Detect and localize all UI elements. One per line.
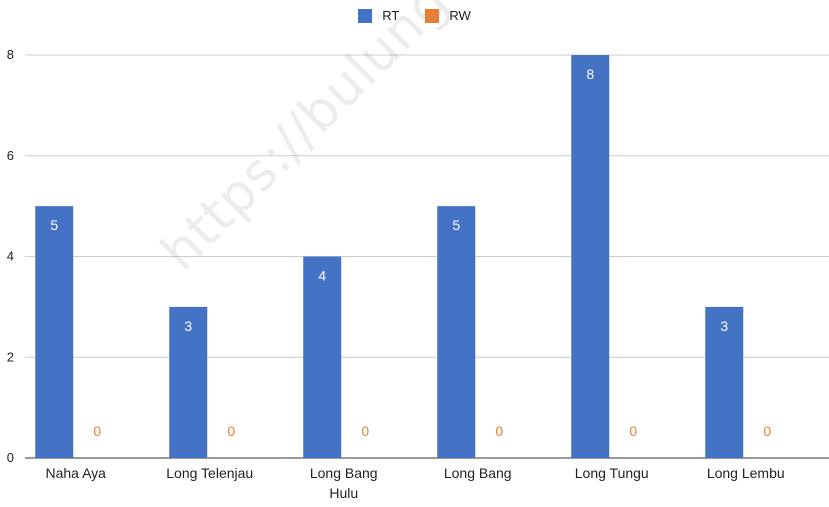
bar-rt <box>35 206 74 458</box>
data-label-rw: 0 <box>495 423 503 439</box>
data-label-rt: 4 <box>318 268 326 284</box>
legend-item-rw: RW <box>425 8 471 23</box>
x-tick-label: Long Bang <box>310 465 378 481</box>
legend-swatch-rt <box>358 8 373 23</box>
x-tick-label: Long Bang <box>444 465 512 481</box>
bar-rt <box>169 306 208 458</box>
legend-swatch-rw <box>425 8 440 23</box>
data-label-rw: 0 <box>93 423 101 439</box>
y-tick-label: 8 <box>7 47 14 62</box>
data-label-rt: 3 <box>184 318 192 334</box>
x-tick-label: Long Lembu <box>707 465 785 481</box>
bar-rt <box>303 256 342 458</box>
x-tick-label: Naha Aya <box>46 465 107 481</box>
x-tick-label: Hulu <box>329 485 358 501</box>
data-label-rt: 5 <box>452 217 460 233</box>
legend-label-rt: RT <box>382 8 400 23</box>
legend-item-rt: RT <box>358 8 399 23</box>
data-label-rw: 0 <box>629 423 637 439</box>
data-label-rt: 8 <box>586 66 594 82</box>
y-tick-label: 4 <box>7 249 14 264</box>
legend-label-rw: RW <box>449 8 471 23</box>
x-tick-label: Long Telenjau <box>166 465 253 481</box>
chart-legend: RT RW <box>0 8 829 23</box>
data-label-rw: 0 <box>361 423 369 439</box>
data-label-rt: 5 <box>50 217 58 233</box>
y-tick-label: 0 <box>7 450 14 465</box>
data-label-rw: 0 <box>227 423 235 439</box>
bar-rt <box>571 55 610 458</box>
y-tick-label: 2 <box>7 349 14 364</box>
data-label-rt: 3 <box>720 318 728 334</box>
data-label-rw: 0 <box>763 423 771 439</box>
y-tick-label: 6 <box>7 148 14 163</box>
x-tick-label: Long Tungu <box>575 465 649 481</box>
bar-rt <box>705 306 744 458</box>
bar-rt <box>437 206 476 458</box>
